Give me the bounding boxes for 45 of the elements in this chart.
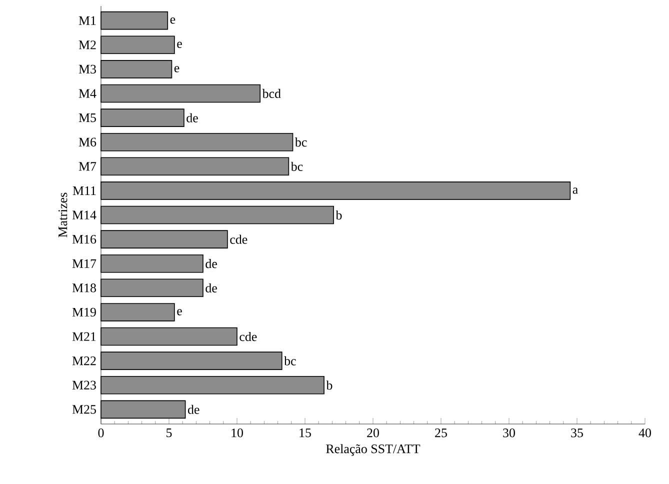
y-tick-label: M25 — [72, 405, 96, 414]
annotation: b — [326, 380, 332, 390]
annotation: e — [174, 66, 180, 72]
annotation: bc — [284, 356, 296, 366]
y-tick-label: M1 — [78, 16, 96, 25]
x-tick-label: 5 — [166, 428, 172, 438]
y-tick-label: M21 — [72, 332, 96, 341]
annotation: e — [170, 17, 176, 24]
y-tick-label: M14 — [72, 210, 96, 220]
annotation: cde — [240, 332, 257, 342]
y-tick-label: M3 — [78, 64, 96, 74]
y-tick-label: M23 — [72, 380, 96, 390]
x-tick-label: 35 — [571, 428, 583, 438]
annotation: e — [177, 42, 182, 48]
y-tick-label: M22 — [72, 356, 96, 366]
y-tick-label: M6 — [78, 138, 96, 146]
x-tick-label: 10 — [232, 428, 243, 438]
annotation: a — [572, 188, 578, 194]
annotation: de — [188, 404, 200, 414]
annotation: de — [186, 113, 198, 122]
annotation: e — [177, 309, 182, 316]
y-tick-label: M17 — [72, 259, 96, 268]
x-tick-label: 40 — [638, 428, 651, 438]
x-tick-label: 30 — [503, 428, 515, 438]
y-tick-label: M4 — [78, 89, 96, 98]
x-tick-label: 20 — [367, 428, 379, 438]
y-tick-label: M2 — [78, 40, 96, 50]
x-tick-label: 15 — [300, 428, 311, 438]
y-axis-title: Matrizes — [58, 192, 68, 238]
annotation: de — [206, 283, 217, 292]
annotation: de — [206, 259, 217, 268]
y-tick-label: M5 — [78, 113, 96, 122]
y-tick-label: M19 — [72, 308, 96, 317]
x-axis-title: Relação SST/ATT — [326, 444, 420, 456]
annotation: bc — [294, 138, 307, 147]
x-tick-label: 25 — [435, 428, 447, 438]
y-tick-label: M11 — [72, 186, 96, 195]
y-tick-label: M7 — [78, 162, 96, 171]
annotation: bcd — [262, 88, 281, 98]
y-tick-label: M16 — [72, 234, 96, 244]
y-tick-label: M18 — [72, 284, 96, 292]
annotation: cde — [230, 234, 248, 244]
x-tick-label: 0 — [98, 428, 104, 438]
annotation: bc — [290, 162, 303, 171]
annotation: b — [336, 210, 342, 220]
